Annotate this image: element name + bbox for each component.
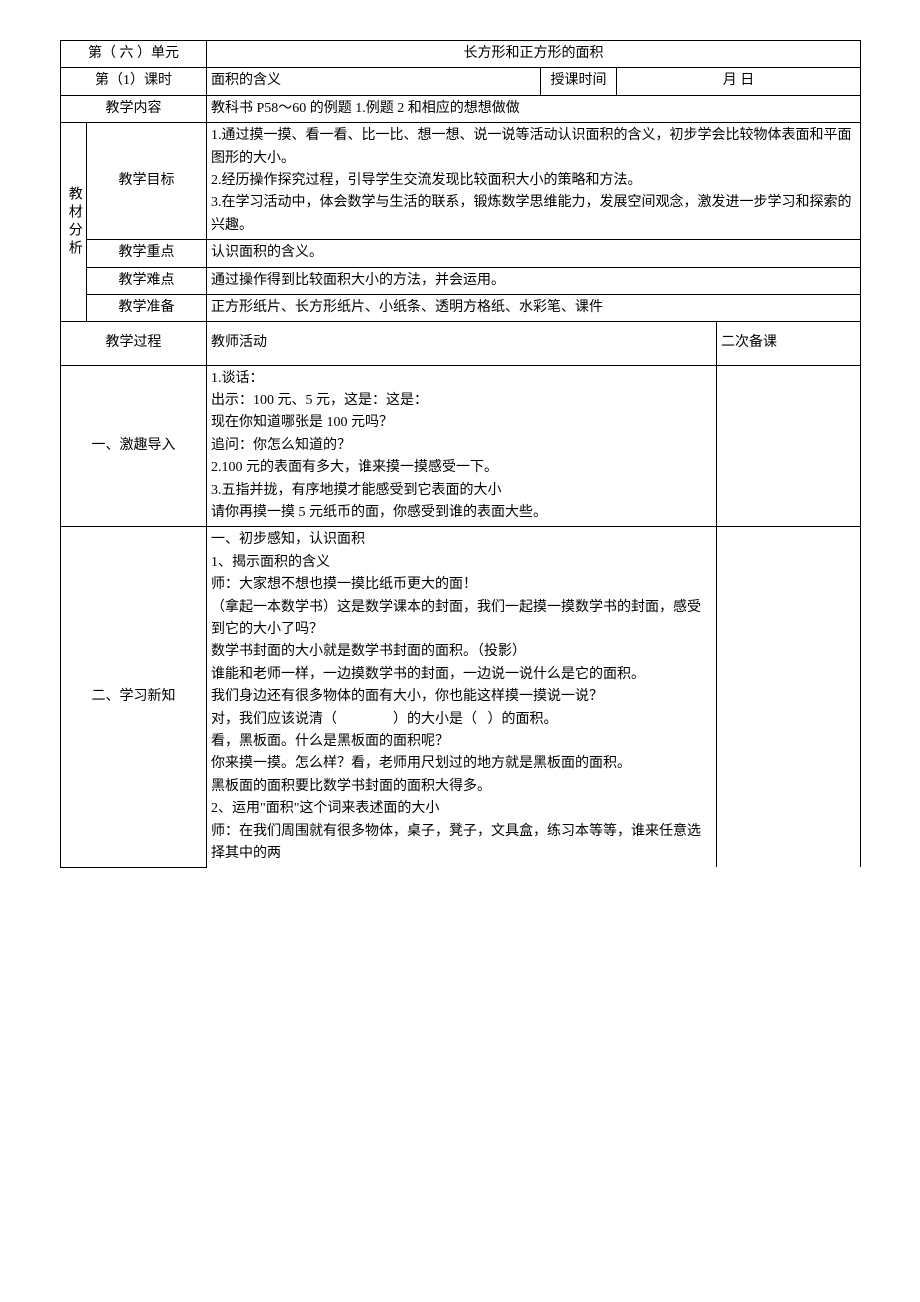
time-label: 授课时间 xyxy=(541,68,617,95)
period-label: 第（1）课时 xyxy=(61,68,207,95)
process-label: 教学过程 xyxy=(61,322,207,365)
analysis-label: 教材分析 xyxy=(61,123,87,322)
prep-value: 正方形纸片、长方形纸片、小纸条、透明方格纸、水彩笔、课件 xyxy=(207,294,861,321)
diff-value: 通过操作得到比较面积大小的方法，并会运用。 xyxy=(207,267,861,294)
diff-label: 教学难点 xyxy=(87,267,207,294)
prep-label: 教学准备 xyxy=(87,294,207,321)
teacher-activity-label: 教师活动 xyxy=(207,322,717,365)
unit-title: 长方形和正方形的面积 xyxy=(207,41,861,68)
lesson-plan-page: 第（ 六 ）单元 长方形和正方形的面积 第（1）课时 面积的含义 授课时间 月 … xyxy=(60,40,860,868)
section-2-label: 二、学习新知 xyxy=(61,527,207,867)
section-1-text: 1.谈话： 出示：100 元、5 元，这是：这是： 现在你知道哪张是 100 元… xyxy=(207,365,717,527)
goal-value: 1.通过摸一摸、看一看、比一比、想一想、说一说等活动认识面积的含义，初步学会比较… xyxy=(207,123,861,240)
section-2-text: 一、初步感知，认识面积 1、揭示面积的含义 师：大家想不想也摸一摸比纸币更大的面… xyxy=(207,527,717,867)
section-1-label: 一、激趣导入 xyxy=(61,365,207,527)
key-value: 认识面积的含义。 xyxy=(207,240,861,267)
content-label: 教学内容 xyxy=(61,95,207,122)
period-title: 面积的含义 xyxy=(207,68,541,95)
content-value: 教科书 P58～60 的例题 1.例题 2 和相应的想想做做 xyxy=(207,95,861,122)
second-prep-label: 二次备课 xyxy=(717,322,861,365)
section-1-notes xyxy=(717,365,861,527)
section-2-notes xyxy=(717,527,861,867)
lesson-plan-table: 第（ 六 ）单元 长方形和正方形的面积 第（1）课时 面积的含义 授课时间 月 … xyxy=(60,40,861,868)
goal-label: 教学目标 xyxy=(87,123,207,240)
key-label: 教学重点 xyxy=(87,240,207,267)
time-value: 月 日 xyxy=(617,68,861,95)
unit-label: 第（ 六 ）单元 xyxy=(61,41,207,68)
